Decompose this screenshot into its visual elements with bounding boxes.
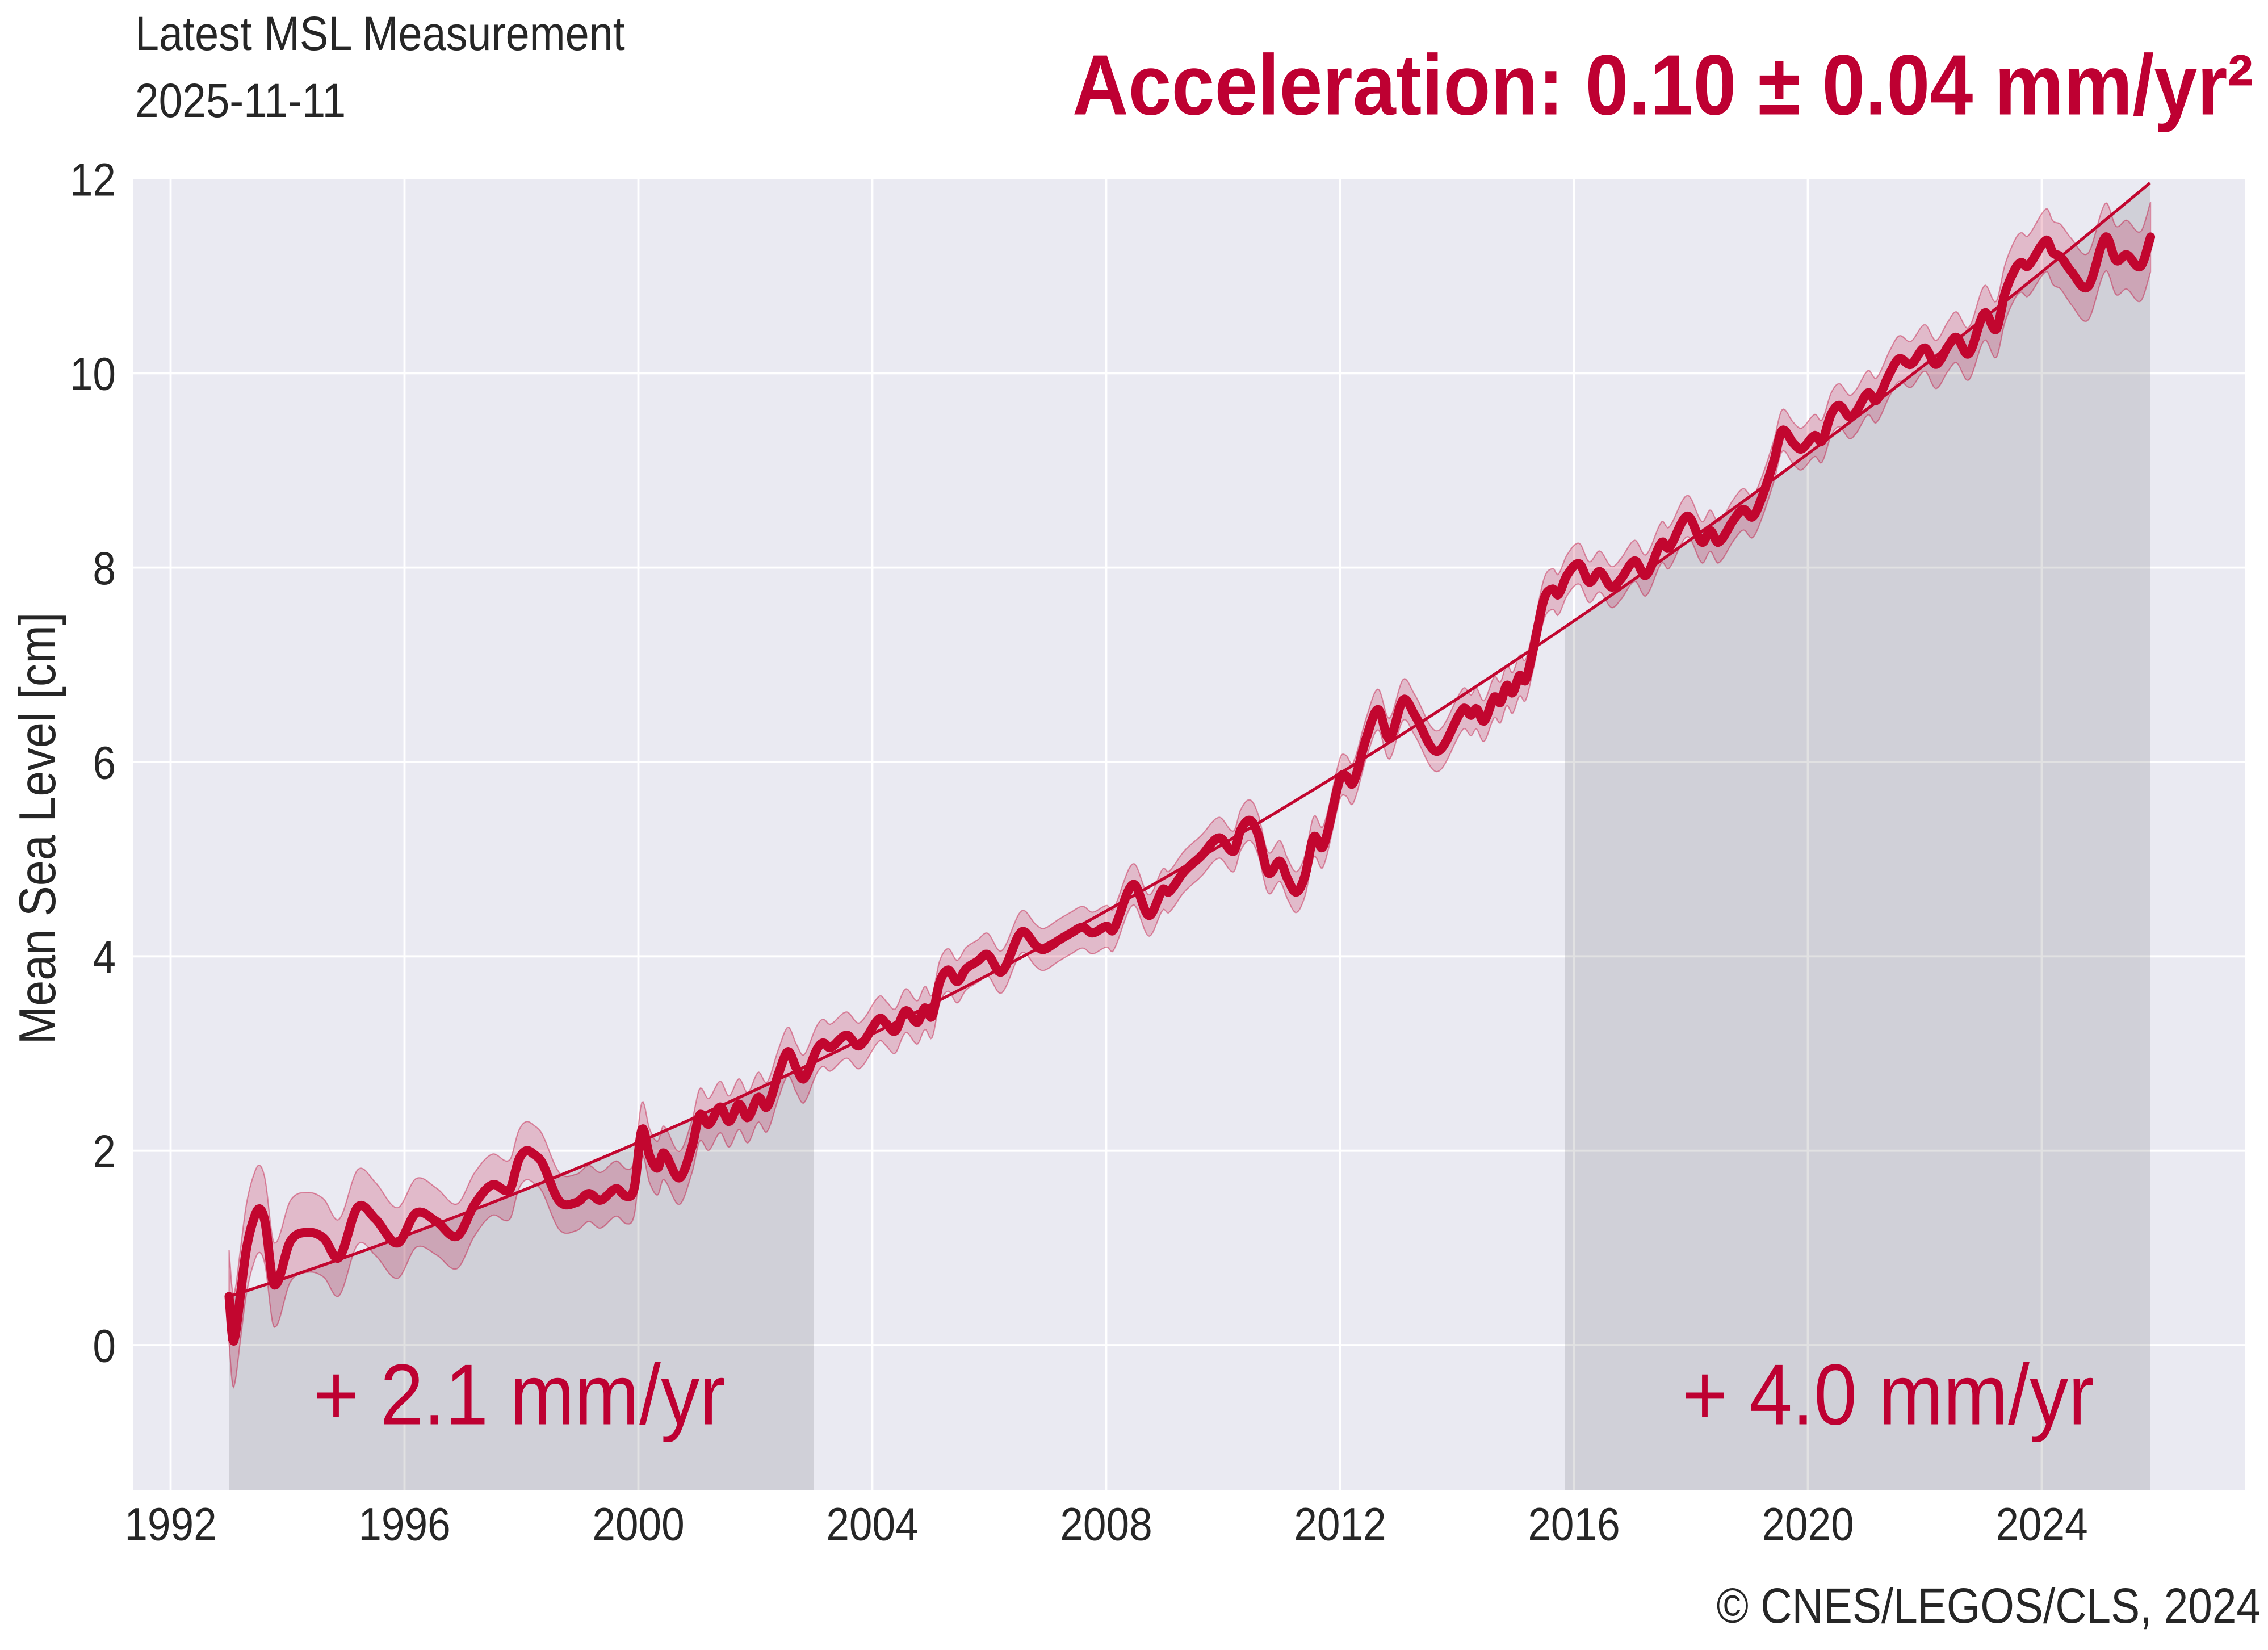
svg-text:10: 10 [70,349,116,400]
svg-text:4: 4 [93,932,116,983]
svg-text:1992: 1992 [124,1499,216,1551]
svg-text:1996: 1996 [358,1499,450,1551]
svg-text:2016: 2016 [1528,1499,1620,1551]
svg-text:© CNES/LEGOS/CLS, 2024: © CNES/LEGOS/CLS, 2024 [1717,1578,2261,1634]
svg-text:8: 8 [93,543,116,594]
svg-text:Acceleration: 0.10 ± 0.04 mm/y: Acceleration: 0.10 ± 0.04 mm/yr² [1072,37,2253,133]
svg-text:0: 0 [93,1320,116,1372]
svg-text:12: 12 [70,154,116,206]
svg-text:2025-11-11: 2025-11-11 [135,74,346,127]
svg-text:+ 2.1 mm/yr: + 2.1 mm/yr [313,1346,726,1443]
svg-text:Latest MSL Measurement: Latest MSL Measurement [135,7,625,60]
svg-text:2008: 2008 [1060,1499,1152,1551]
svg-text:2020: 2020 [1762,1499,1854,1551]
svg-text:2012: 2012 [1294,1499,1386,1551]
svg-text:2004: 2004 [826,1499,918,1551]
svg-text:2024: 2024 [1995,1499,2087,1551]
svg-text:2000: 2000 [592,1499,684,1551]
svg-text:+ 4.0 mm/yr: + 4.0 mm/yr [1682,1346,2094,1443]
svg-text:Mean Sea Level [cm]: Mean Sea Level [cm] [9,613,66,1045]
svg-text:2: 2 [93,1126,116,1178]
svg-text:6: 6 [93,737,116,789]
